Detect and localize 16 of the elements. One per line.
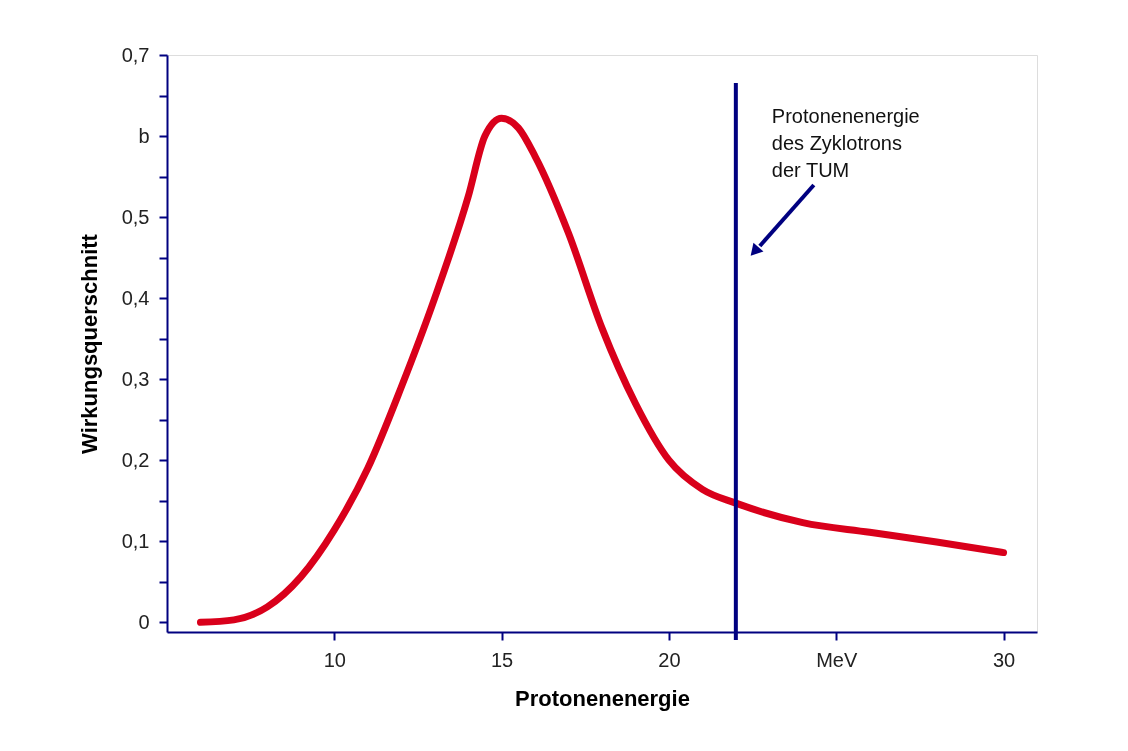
x-axis-title: Protonenenergie: [515, 685, 690, 711]
x-tick-label: 20: [658, 648, 681, 671]
y-tick-label: 0,2: [121, 448, 150, 471]
x-tick-label: 15: [490, 648, 514, 671]
y-tick-label: 0,5: [121, 205, 150, 228]
y-axis-title: Wirkungsquerschnitt: [76, 233, 102, 454]
y-tick-label: 0: [138, 610, 150, 633]
x-tick-label: 30: [992, 648, 1016, 671]
y-tick-label: b: [138, 124, 150, 147]
y-tick-label: 0,4: [121, 286, 150, 309]
y-tick-label: 0,3: [121, 367, 150, 390]
ref-line-label: Protonenenergie des Zyklotrons der TUM: [771, 105, 920, 181]
x-tick-label: 10: [323, 648, 346, 671]
y-tick-label: 0,7: [121, 43, 150, 66]
y-tick-label: 0,1: [121, 529, 150, 552]
x-tick-label: MeV: [816, 648, 858, 671]
